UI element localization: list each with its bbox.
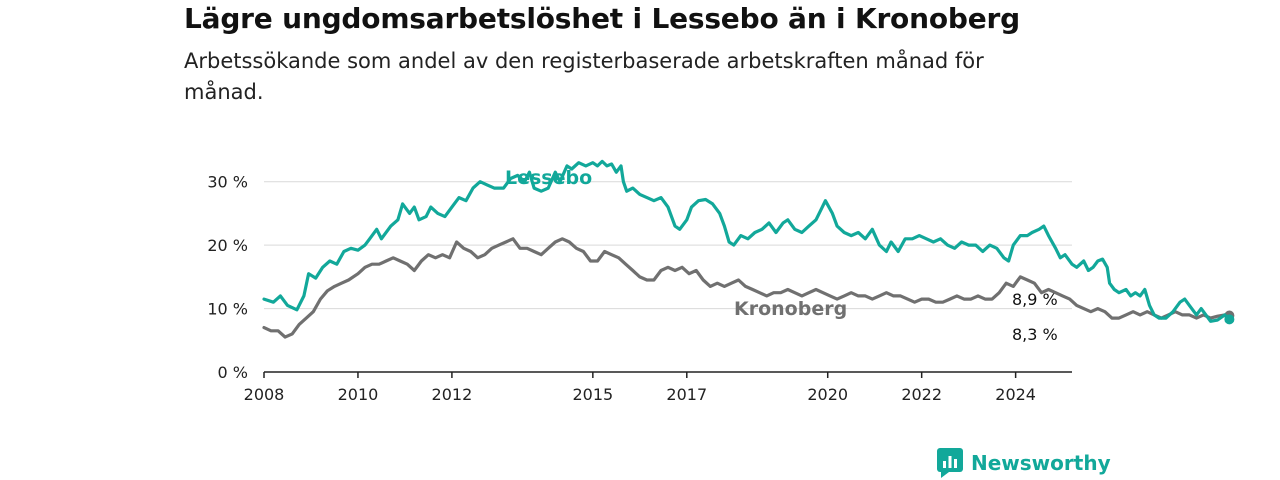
series-label-lessebo: Lessebo — [505, 167, 592, 189]
y-tick-label: 20 % — [207, 236, 248, 255]
series-line-kronoberg — [262, 237, 1231, 339]
x-tick-label: 2024 — [995, 385, 1036, 404]
label-layer: Lessebo Kronoberg 8,9 % 8,3 % — [505, 167, 1058, 344]
brand-logo: Newsworthy — [937, 448, 1111, 478]
page-subtitle: Arbetssökande som andel av den registerb… — [184, 49, 984, 104]
x-tick-label: 2017 — [666, 385, 707, 404]
brand-name: Newsworthy — [971, 451, 1111, 475]
x-tick-label: 2008 — [244, 385, 285, 404]
x-axis: 2008 2010 2012 2015 2017 2020 2022 2024 — [244, 371, 1072, 404]
y-tick-label: 0 % — [218, 363, 248, 382]
y-axis: 0 % 10 % 20 % 30 % — [207, 173, 248, 382]
end-label-lessebo: 8,3 % — [1012, 325, 1058, 344]
x-tick-label: 2022 — [901, 385, 942, 404]
x-tick-label: 2015 — [572, 385, 613, 404]
series-layer — [262, 159, 1235, 339]
x-tick-label: 2010 — [338, 385, 379, 404]
x-tick-label: 2020 — [807, 385, 848, 404]
page-title: Lägre ungdomsarbetslöshet i Lessebo än i… — [184, 2, 1020, 35]
x-tick-label: 2012 — [432, 385, 473, 404]
series-line-lessebo — [262, 159, 1231, 323]
series-end-point-lessebo — [1224, 314, 1235, 325]
end-label-kronoberg: 8,9 % — [1012, 290, 1058, 309]
series-label-kronoberg: Kronoberg — [734, 298, 847, 320]
y-tick-label: 10 % — [207, 300, 248, 319]
newsworthy-logo-icon — [937, 448, 963, 478]
y-tick-label: 30 % — [207, 173, 248, 192]
grid-layer — [264, 181, 1072, 310]
